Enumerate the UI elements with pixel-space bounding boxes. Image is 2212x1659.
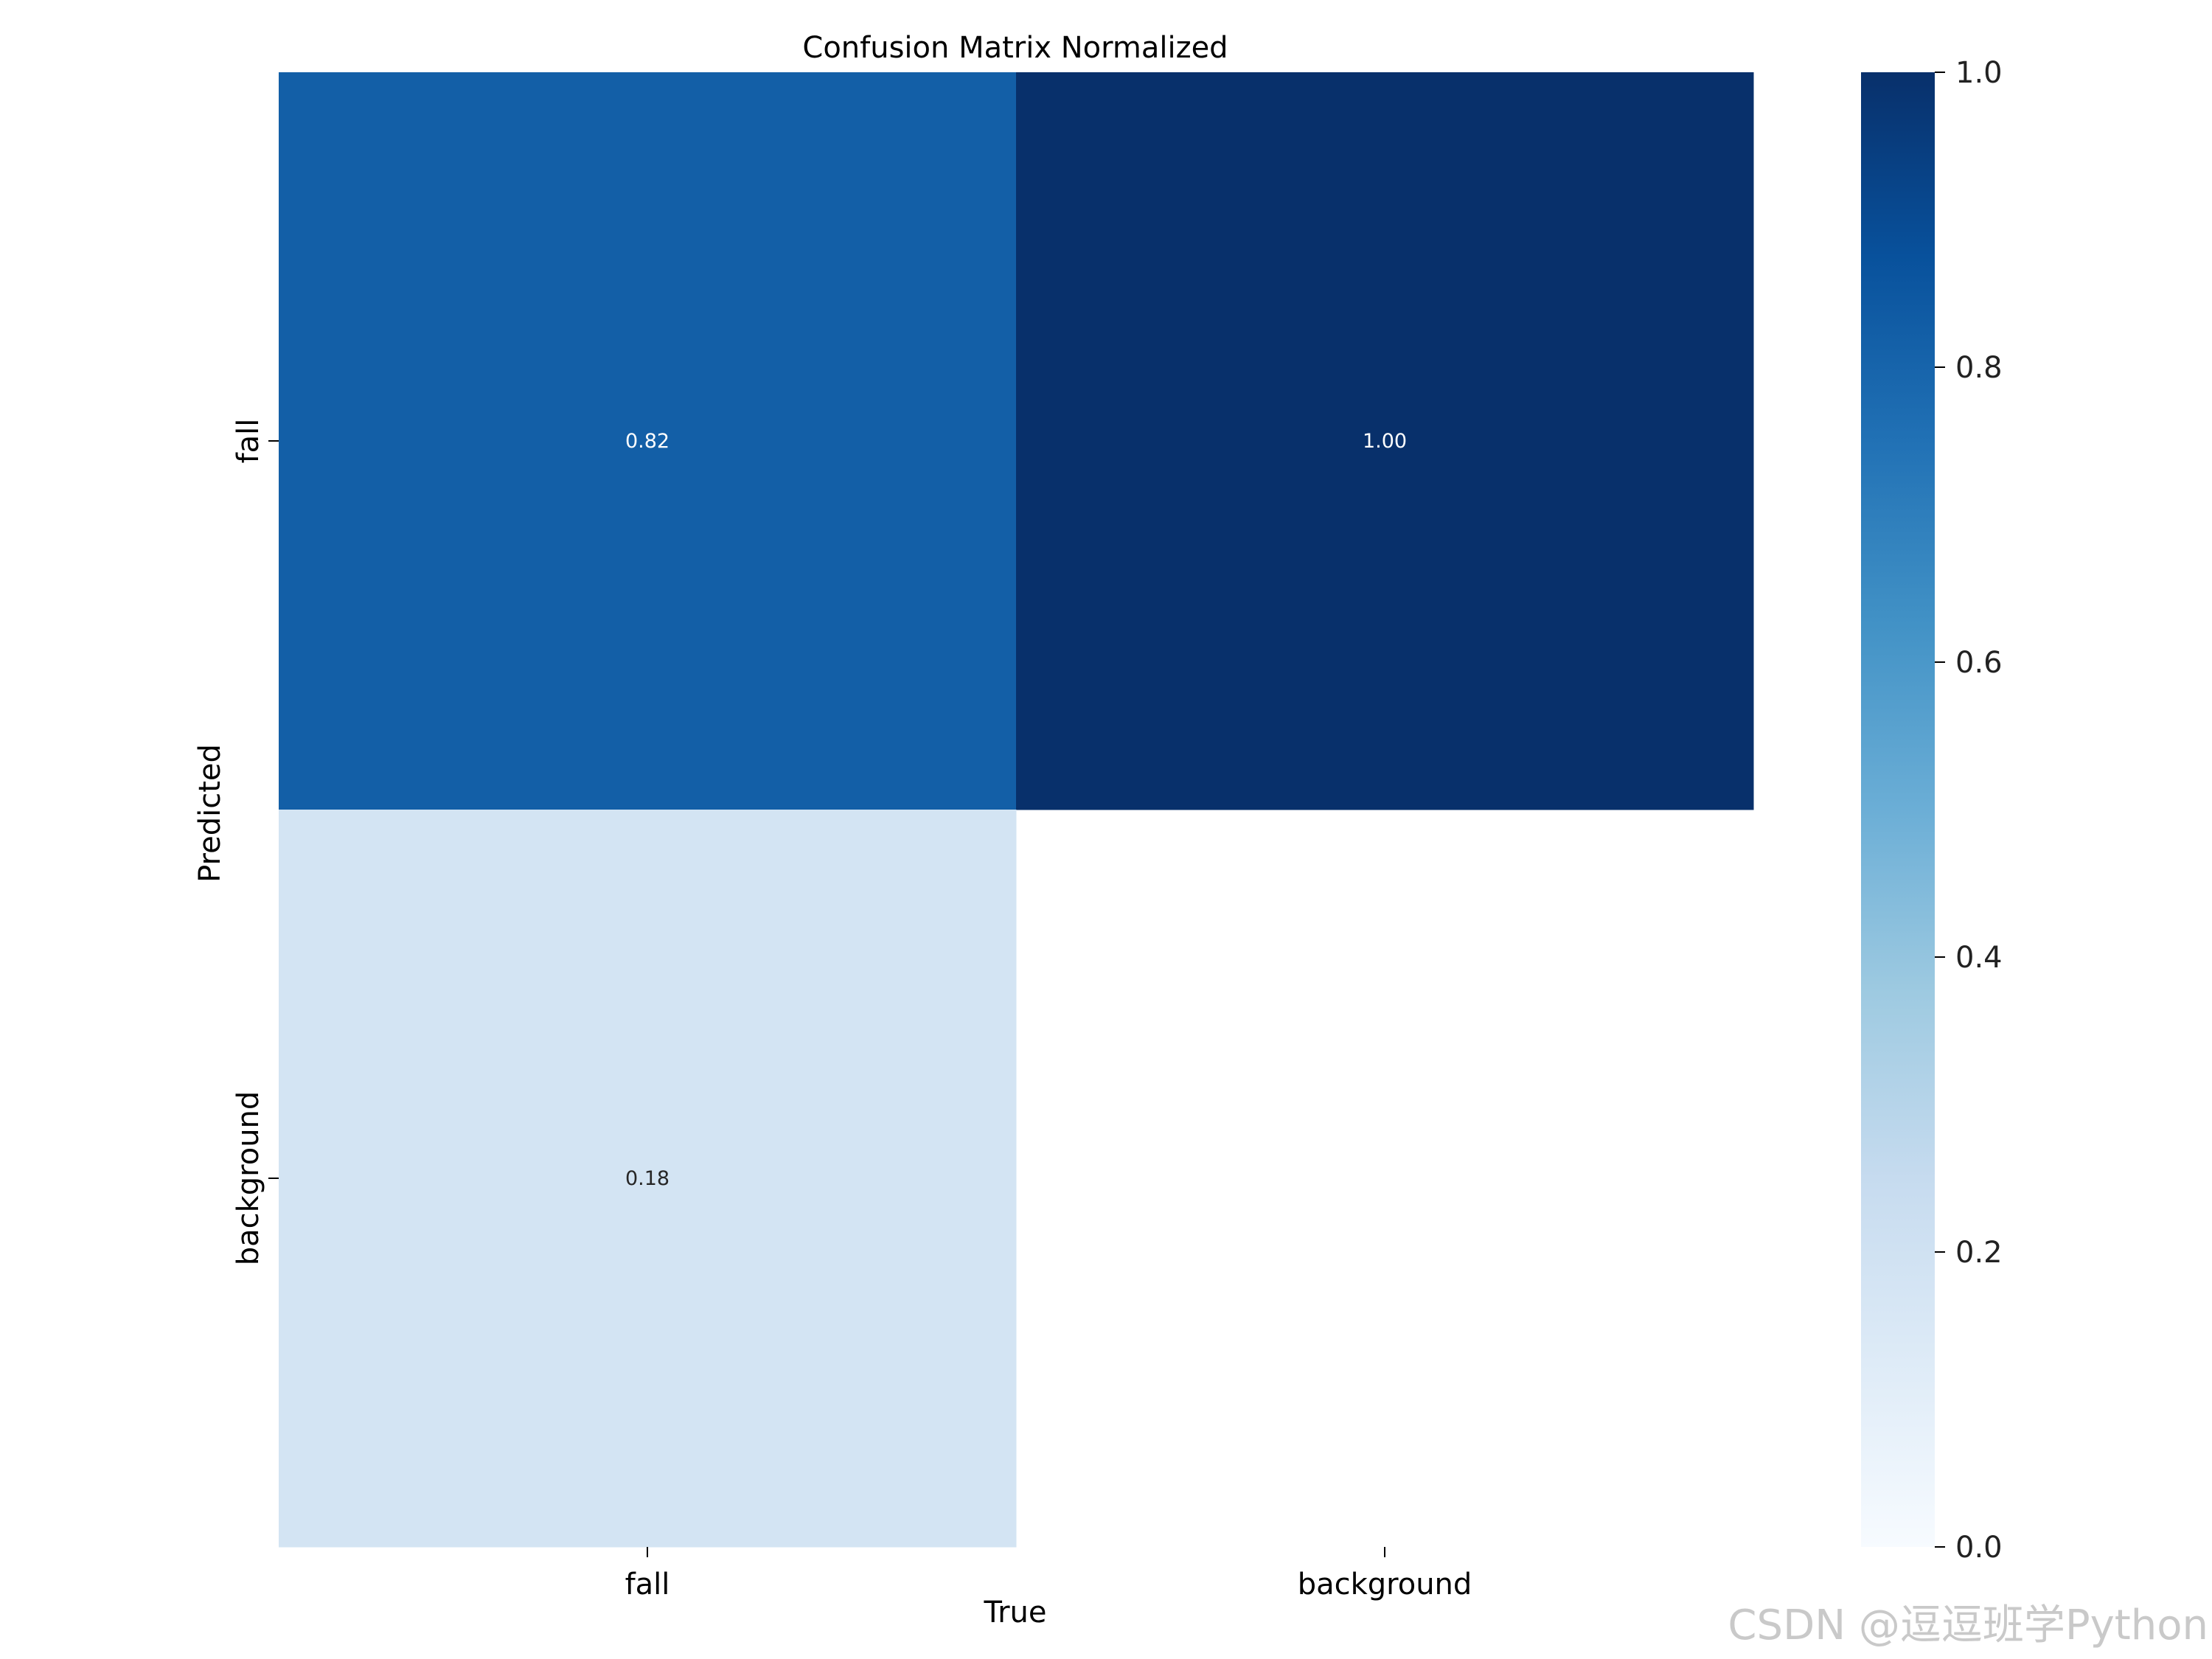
cell-value-label: 1.00 (1363, 430, 1407, 453)
cell-value-label: 0.18 (625, 1167, 669, 1190)
heatmap-cells: 0.82 1.00 0.18 (279, 72, 1754, 1548)
y-tick-label: fall (232, 419, 265, 464)
colorbar-tick-label: 0.0 (1955, 1531, 2003, 1565)
colorbar (1861, 72, 1935, 1547)
y-axis-label: Predicted (193, 744, 227, 883)
colorbar-tick-label: 0.6 (1955, 646, 2003, 680)
colorbar-ticks: 0.0 0.2 0.4 0.6 0.8 1.0 (1935, 56, 2003, 1565)
cell-value-label: 0.82 (625, 430, 669, 453)
colorbar-tick-label: 1.0 (1955, 56, 2003, 90)
colorbar-tick-label: 0.2 (1955, 1236, 2003, 1270)
heatmap-cell (279, 72, 1017, 810)
x-axis-label: True (984, 1596, 1047, 1630)
y-axis-ticks: fall background (232, 419, 279, 1266)
heatmap-cell (1016, 72, 1754, 810)
x-tick-label: fall (625, 1568, 670, 1601)
chart-title: Confusion Matrix Normalized (802, 31, 1228, 65)
heatmap-cell (279, 810, 1017, 1548)
x-axis-ticks: fall background (625, 1547, 1472, 1601)
colorbar-tick-label: 0.8 (1955, 351, 2003, 385)
watermark-text: CSDN @逗逗班学Python (1728, 1601, 2208, 1649)
colorbar-tick-label: 0.4 (1955, 941, 2003, 975)
x-tick-label: background (1298, 1568, 1472, 1601)
y-tick-label: background (232, 1091, 265, 1266)
